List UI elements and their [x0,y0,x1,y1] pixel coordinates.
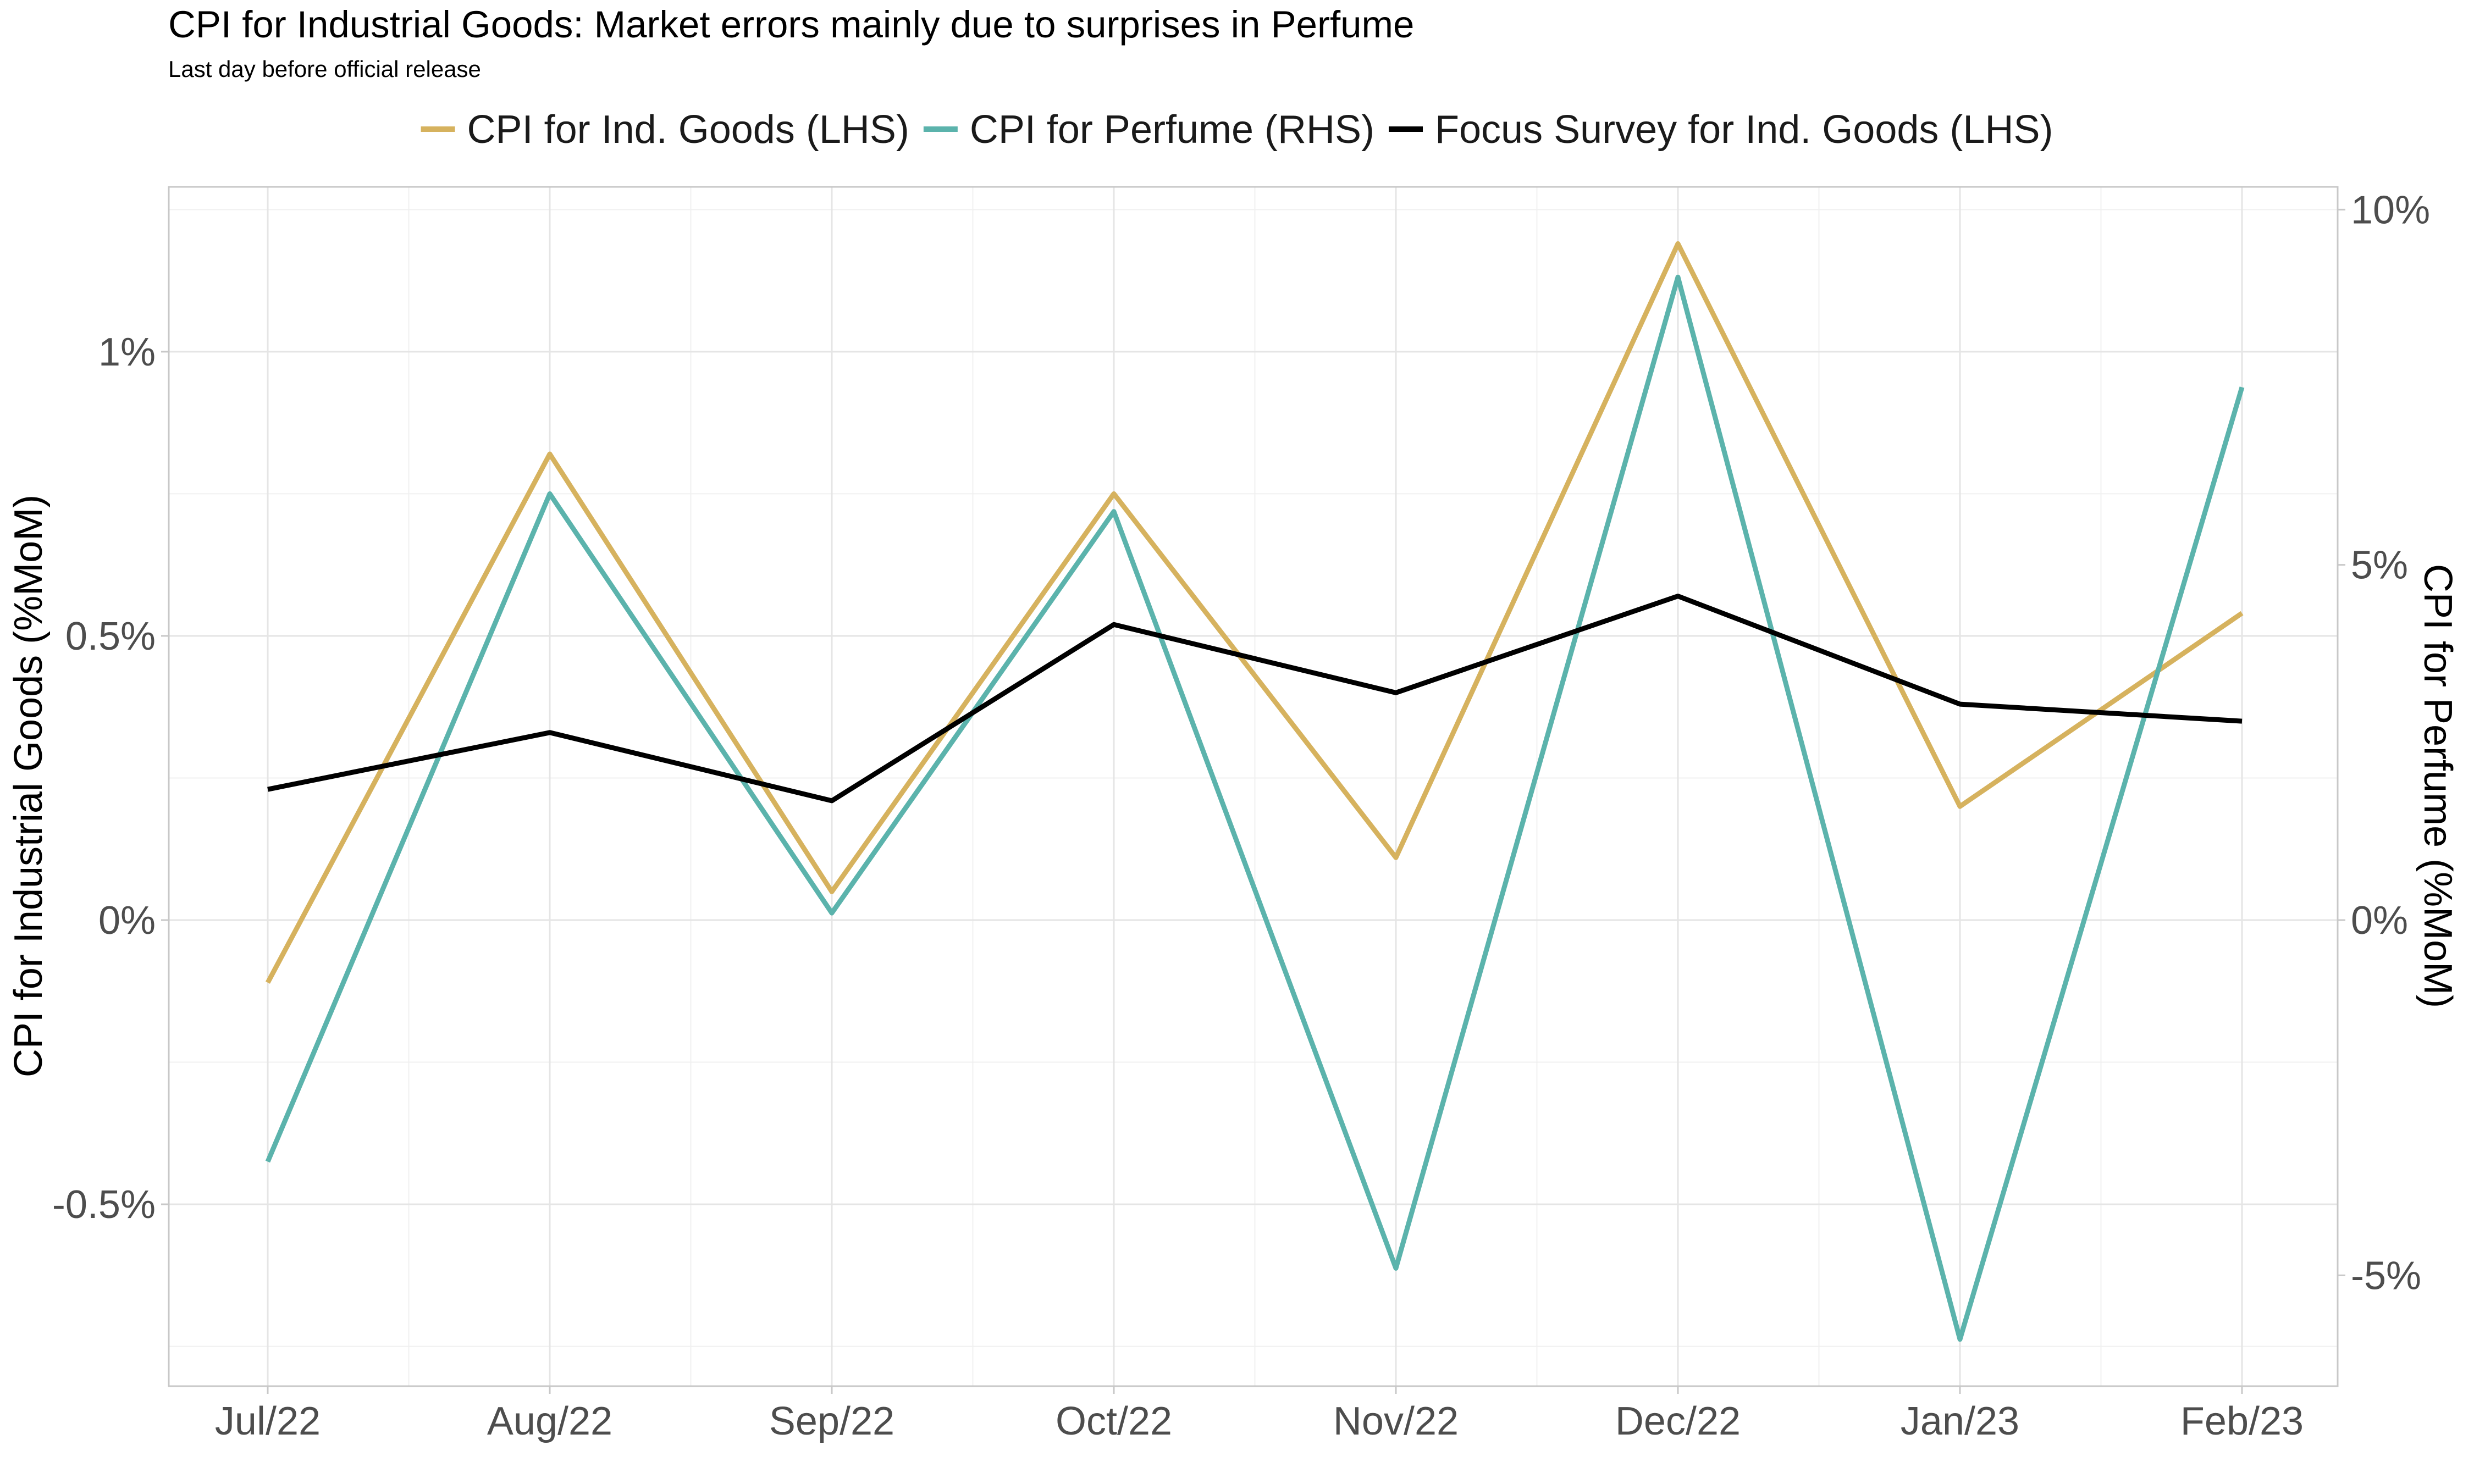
series-line-1 [266,241,2244,984]
grid [169,187,2338,1386]
legend: CPI for Ind. Goods (LHS) CPI for Perfume … [421,108,2053,152]
x-tick-label: Sep/22 [769,1399,894,1443]
x-tick-label: Feb/23 [2180,1399,2304,1443]
plot-panel-border [168,186,2339,1387]
right-axis: -5% 0% 5% 10% [2338,188,2430,1298]
legend-label-2: CPI for Perfume (RHS) [970,108,1374,152]
left-tick-label: 1% [98,330,156,374]
left-axis: -0.5% 0% 0.5% 1% [52,330,169,1227]
series-line-3 [267,594,2243,804]
left-tick-label: -0.5% [52,1183,156,1227]
left-tick-label: 0% [98,899,156,943]
legend-label-3: Focus Survey for Ind. Goods (LHS) [1435,108,2053,152]
left-tick-label: 0.5% [65,614,156,658]
series-layer [265,241,2245,1342]
x-tick-label: Jan/23 [1901,1399,2019,1443]
chart-title: CPI for Industrial Goods: Market errors … [168,3,1414,46]
right-tick-label: 0% [2351,899,2408,943]
legend-label-1: CPI for Ind. Goods (LHS) [467,108,909,152]
series-line-2 [265,274,2245,1342]
right-tick-label: 10% [2351,188,2430,232]
left-axis-title: CPI for Industrial Goods (%MoM) [7,495,51,1077]
x-tick-label: Jul/22 [215,1399,321,1443]
x-tick-label: Oct/22 [1056,1399,1172,1443]
right-axis-title: CPI for Perfume (%MoM) [2416,564,2460,1008]
x-axis: Jul/22 Aug/22 Sep/22 Oct/22 Nov/22 Dec/22 Jan/… [215,1386,2304,1443]
x-tick-label: Dec/22 [1615,1399,1741,1443]
chart-subtitle: Last day before official release [168,56,481,82]
right-tick-label: 5% [2351,544,2408,588]
right-tick-label: -5% [2351,1254,2421,1298]
x-tick-label: Nov/22 [1333,1399,1459,1443]
x-tick-label: Aug/22 [487,1399,612,1443]
